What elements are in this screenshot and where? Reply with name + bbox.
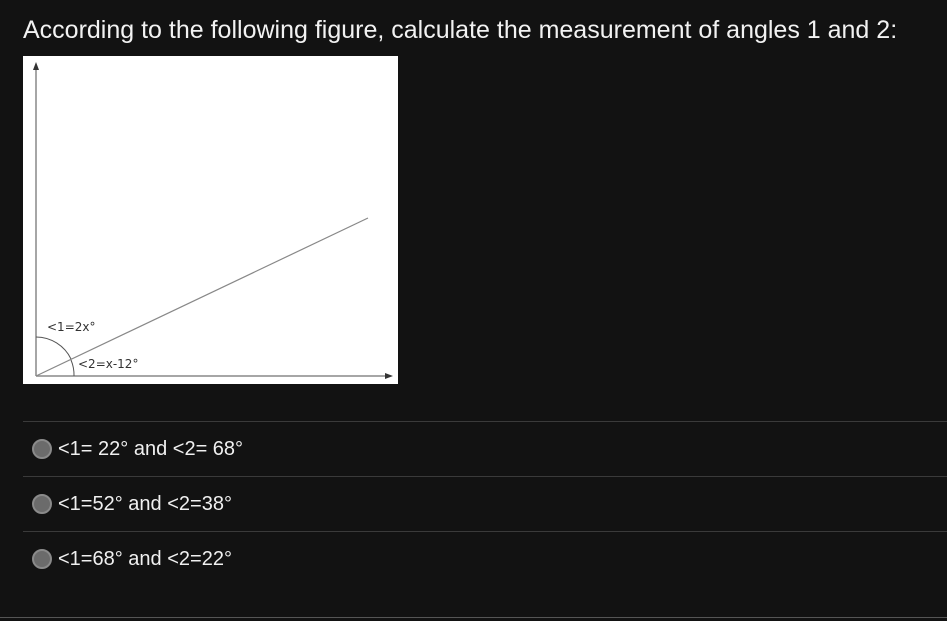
radio[interactable]	[32, 549, 52, 569]
option-text: <1=52° and <2=38°	[58, 492, 232, 515]
options: <1= 22° and <2= 68° <1=52° and <2=38° <1…	[23, 421, 947, 586]
angle1-label: <1=2x°	[47, 320, 95, 334]
option-text: <1= 22° and <2= 68°	[58, 437, 244, 460]
divider	[0, 617, 947, 618]
arrow	[385, 373, 393, 379]
question: According to the following figure, calcu…	[23, 16, 898, 44]
option-text: <1=68° and <2=22°	[58, 547, 232, 570]
arrow	[33, 62, 39, 70]
figure: <1=2x° <2=x-12°	[23, 56, 398, 384]
ray	[35, 217, 369, 377]
option[interactable]: <1=68° and <2=22°	[23, 531, 947, 586]
arc	[70, 359, 75, 377]
radio[interactable]	[32, 494, 52, 514]
option[interactable]: <1=52° and <2=38°	[23, 476, 947, 531]
arc	[35, 336, 72, 360]
radio[interactable]	[32, 439, 52, 459]
angle2-label: <2=x-12°	[78, 357, 138, 371]
option[interactable]: <1= 22° and <2= 68°	[23, 421, 947, 476]
